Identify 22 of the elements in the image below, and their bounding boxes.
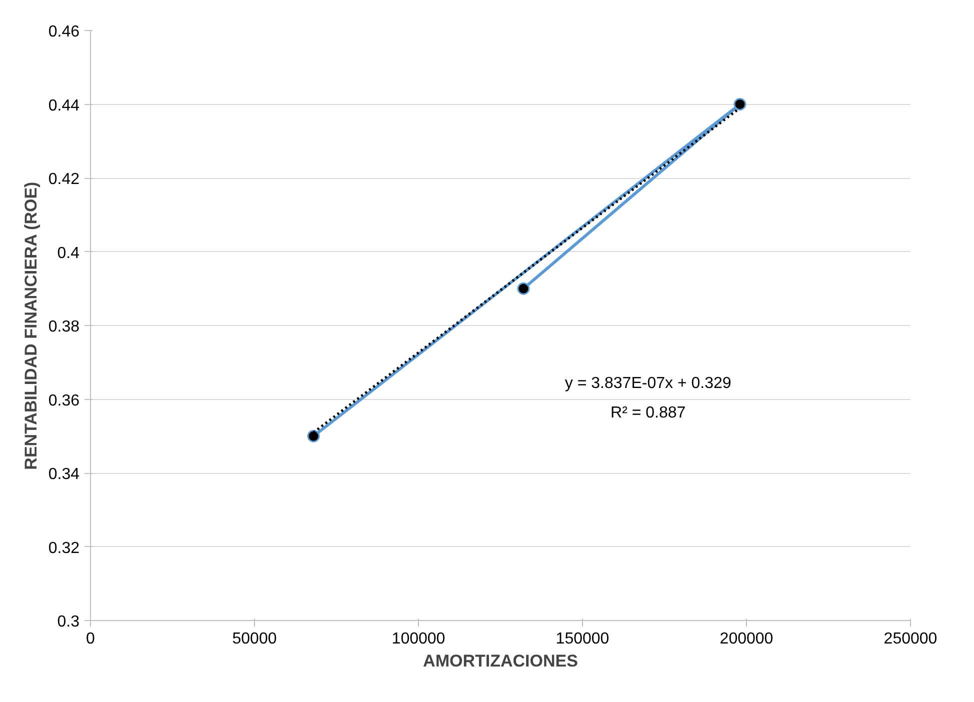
annotation: y = 3.837E-07x + 0.329 [564, 374, 732, 392]
y-tick-label: 0.36 [48, 392, 80, 410]
x-tick-label: 50000 [232, 630, 277, 648]
x-tick-label: 150000 [556, 630, 610, 648]
annotation: R² = 0.887 [610, 404, 686, 422]
x-axis-title: AMORTIZACIONES [423, 652, 578, 670]
y-tick-label: 0.38 [48, 318, 80, 336]
y-tick-label: 0.42 [48, 171, 80, 188]
y-tick-label: 0.34 [48, 466, 80, 483]
point [517, 282, 530, 295]
point [734, 98, 746, 110]
y-tick-label: 0.4 [57, 244, 80, 262]
x-tick-label: 0 [86, 630, 96, 648]
x-tick-label: 100000 [392, 630, 446, 648]
y-tick-label: 0.46 [48, 24, 80, 40]
y-tick-label: 0.3 [57, 614, 80, 630]
x-tick-label: 200000 [720, 630, 774, 648]
y-tick-label: 0.32 [48, 540, 80, 557]
y-tick-label: 0.44 [48, 97, 80, 114]
x-tick-label: 250000 [884, 630, 938, 648]
y-axis-title: RENTABILIDAD FINANCIERA (ROE) [21, 182, 40, 470]
point [307, 430, 320, 442]
